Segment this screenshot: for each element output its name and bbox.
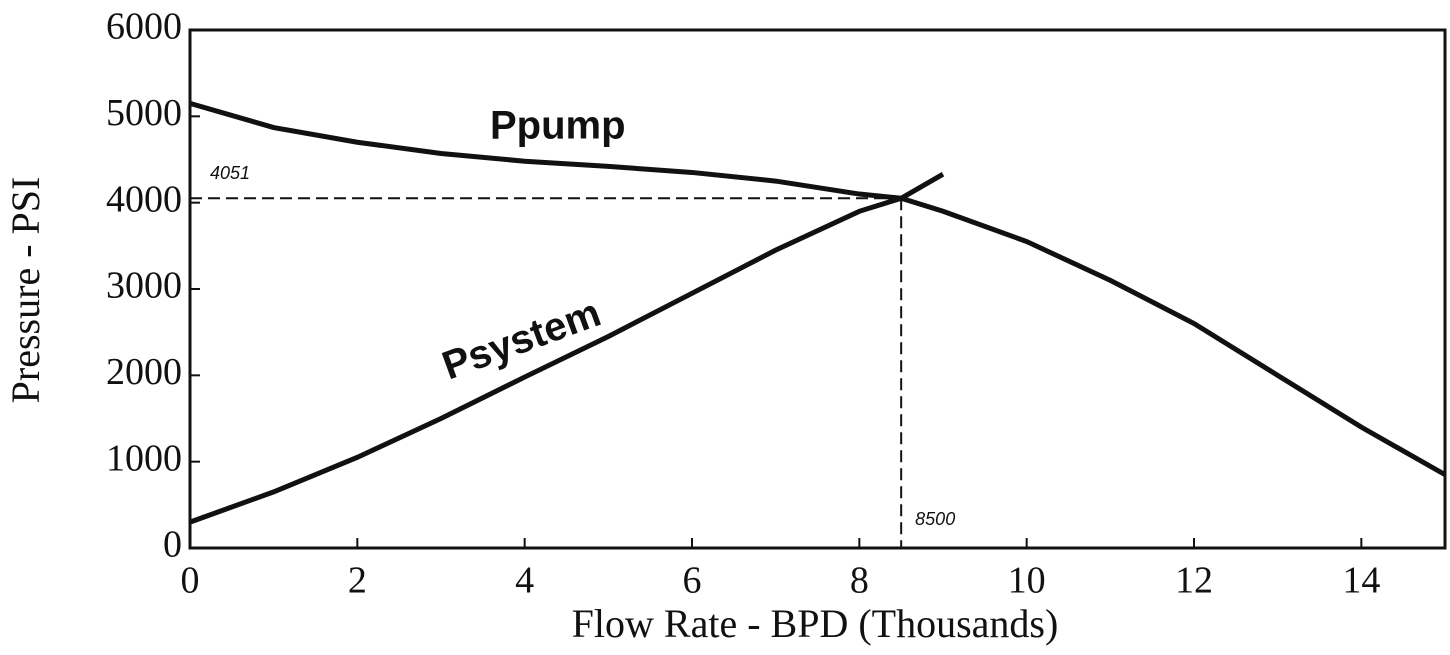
annotation: 8500 xyxy=(915,509,955,529)
x-tick-label: 10 xyxy=(1008,560,1046,602)
y-tick-label: 6000 xyxy=(106,6,182,48)
y-tick-label: 0 xyxy=(163,524,182,566)
series-label: Psystem xyxy=(437,291,607,389)
x-tick-label: 8 xyxy=(850,560,869,602)
line xyxy=(189,172,945,525)
y-tick-label: 4000 xyxy=(106,178,182,220)
x-tick-label: 0 xyxy=(181,560,200,602)
y-tick-label: 3000 xyxy=(106,265,182,307)
y-tick-label: 2000 xyxy=(106,351,182,393)
x-axis-label: Flow Rate - BPD (Thousands) xyxy=(572,601,1059,646)
x-tick-label: 2 xyxy=(348,560,367,602)
x-tick-label: 6 xyxy=(683,560,702,602)
annotation: 4051 xyxy=(210,163,250,183)
x-tick-label: 14 xyxy=(1342,560,1380,602)
plot-frame xyxy=(188,28,1447,550)
y-axis-label: Pressure - PSI xyxy=(3,177,48,404)
line xyxy=(189,100,1447,477)
x-tick-label: 12 xyxy=(1175,560,1213,602)
y-tick-label: 1000 xyxy=(106,437,182,479)
y-tick-label: 5000 xyxy=(106,92,182,134)
x-tick-label: 4 xyxy=(515,560,534,602)
series-label: Ppump xyxy=(490,104,626,148)
